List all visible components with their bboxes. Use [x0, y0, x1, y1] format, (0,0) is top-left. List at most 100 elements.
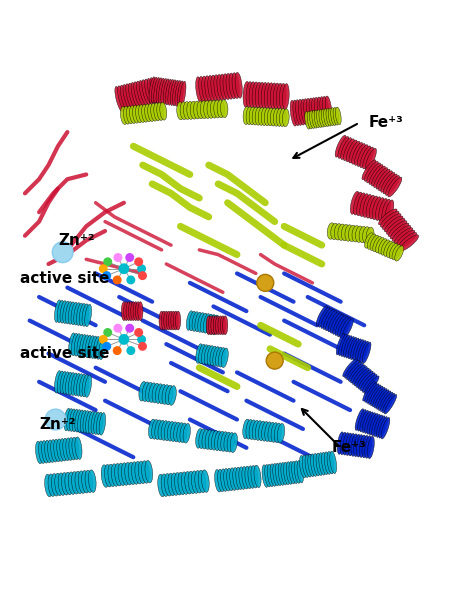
Ellipse shape [152, 383, 160, 403]
Ellipse shape [168, 311, 173, 330]
Ellipse shape [306, 99, 313, 124]
Ellipse shape [69, 438, 76, 460]
Ellipse shape [77, 334, 84, 356]
Circle shape [113, 276, 121, 284]
Ellipse shape [111, 464, 119, 486]
Ellipse shape [74, 374, 81, 396]
Ellipse shape [197, 101, 204, 119]
Ellipse shape [180, 102, 188, 119]
Ellipse shape [310, 110, 315, 128]
Ellipse shape [277, 424, 285, 443]
Ellipse shape [271, 423, 278, 443]
Circle shape [104, 258, 111, 266]
Ellipse shape [57, 301, 64, 323]
Ellipse shape [204, 345, 211, 365]
Ellipse shape [320, 97, 327, 122]
Ellipse shape [360, 341, 369, 363]
Ellipse shape [273, 108, 280, 126]
Ellipse shape [321, 452, 328, 475]
Ellipse shape [138, 302, 143, 321]
Ellipse shape [118, 86, 126, 111]
Ellipse shape [348, 364, 364, 381]
Ellipse shape [60, 301, 67, 323]
Circle shape [138, 336, 146, 343]
Ellipse shape [372, 197, 381, 220]
Ellipse shape [201, 313, 208, 333]
Ellipse shape [199, 429, 206, 448]
Ellipse shape [286, 462, 293, 484]
Ellipse shape [355, 409, 364, 430]
Ellipse shape [262, 422, 269, 441]
Ellipse shape [283, 84, 289, 109]
Ellipse shape [167, 422, 175, 441]
Ellipse shape [356, 193, 365, 216]
Circle shape [52, 242, 73, 263]
Ellipse shape [357, 145, 368, 166]
Circle shape [114, 324, 122, 332]
Ellipse shape [158, 421, 165, 440]
Ellipse shape [346, 336, 355, 358]
Circle shape [114, 254, 122, 261]
Text: Zn⁺²: Zn⁺² [39, 417, 75, 432]
Ellipse shape [229, 73, 236, 99]
Ellipse shape [136, 105, 143, 123]
Ellipse shape [219, 347, 226, 367]
Ellipse shape [376, 169, 390, 189]
Ellipse shape [149, 383, 156, 403]
Ellipse shape [252, 82, 259, 108]
Ellipse shape [224, 469, 231, 491]
Ellipse shape [351, 365, 365, 383]
Ellipse shape [209, 315, 216, 334]
Ellipse shape [226, 74, 233, 99]
Ellipse shape [72, 437, 79, 460]
Circle shape [126, 324, 134, 332]
Ellipse shape [198, 470, 206, 492]
Ellipse shape [210, 100, 218, 118]
Ellipse shape [63, 438, 70, 461]
Ellipse shape [38, 441, 46, 463]
Ellipse shape [274, 423, 282, 443]
Ellipse shape [359, 435, 366, 457]
Ellipse shape [68, 302, 75, 324]
Ellipse shape [363, 381, 375, 401]
Ellipse shape [195, 312, 202, 332]
Ellipse shape [378, 209, 397, 225]
Ellipse shape [227, 468, 234, 491]
Ellipse shape [101, 465, 109, 487]
Ellipse shape [205, 429, 212, 450]
Ellipse shape [171, 311, 176, 330]
Ellipse shape [376, 416, 385, 437]
Ellipse shape [65, 302, 73, 324]
Ellipse shape [279, 83, 286, 109]
Ellipse shape [321, 109, 327, 127]
Ellipse shape [161, 311, 166, 330]
Ellipse shape [334, 223, 342, 240]
Ellipse shape [267, 108, 274, 126]
Ellipse shape [243, 419, 250, 439]
Ellipse shape [175, 81, 181, 106]
Ellipse shape [139, 80, 148, 106]
Ellipse shape [69, 333, 75, 355]
Ellipse shape [164, 311, 169, 330]
Ellipse shape [175, 311, 181, 330]
Ellipse shape [76, 303, 83, 326]
Ellipse shape [105, 465, 112, 487]
Text: Fe⁺³: Fe⁺³ [331, 440, 366, 455]
Ellipse shape [343, 139, 355, 160]
Ellipse shape [221, 469, 228, 491]
Ellipse shape [215, 469, 222, 492]
Circle shape [100, 336, 107, 343]
Ellipse shape [249, 82, 256, 108]
Ellipse shape [366, 163, 381, 183]
Ellipse shape [345, 360, 359, 378]
Ellipse shape [300, 456, 306, 478]
Ellipse shape [232, 72, 239, 99]
Ellipse shape [80, 334, 86, 357]
Ellipse shape [323, 309, 335, 330]
Ellipse shape [360, 146, 371, 168]
Ellipse shape [54, 439, 61, 462]
Ellipse shape [305, 454, 312, 477]
Ellipse shape [79, 304, 86, 326]
Ellipse shape [297, 460, 303, 483]
Ellipse shape [324, 109, 329, 127]
